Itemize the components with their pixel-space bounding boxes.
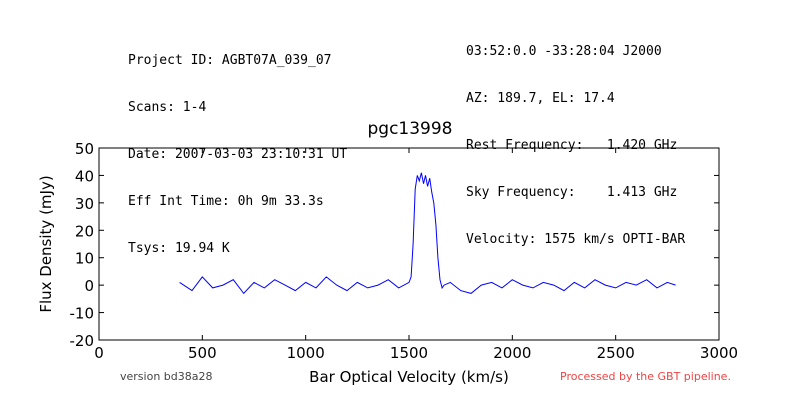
y-tick-label: 20 xyxy=(75,222,94,240)
x-tick-label: 0 xyxy=(94,344,104,362)
coordinates: 03:52:0.0 -33:28:04 J2000 xyxy=(466,44,662,59)
x-tick-label: 1000 xyxy=(287,344,325,362)
spectrum-line xyxy=(179,172,676,295)
scans: Scans: 1-4 xyxy=(128,100,207,115)
az-el: AZ: 189.7, EL: 17.4 xyxy=(466,91,615,106)
y-tick-label: 50 xyxy=(75,140,94,158)
y-tick-label: 30 xyxy=(75,195,94,213)
x-axis-label: Bar Optical Velocity (km/s) xyxy=(309,368,509,386)
observation-header-right: 03:52:0.0 -33:28:04 J2000 AZ: 189.7, EL:… xyxy=(466,13,685,263)
pipeline-credit: Processed by the GBT pipeline. xyxy=(560,370,731,383)
x-tick-label: 500 xyxy=(188,344,217,362)
plot-frame xyxy=(98,147,720,341)
eff-int-time: Eff Int Time: 0h 9m 33.3s xyxy=(128,194,324,209)
y-tick-label: 0 xyxy=(84,277,94,295)
x-tick-label: 2500 xyxy=(597,344,635,362)
y-tick-label: -10 xyxy=(70,305,95,323)
observation-header-left: Project ID: AGBT07A_039_07 Scans: 1-4 Da… xyxy=(128,22,347,272)
chart-title: pgc13998 xyxy=(367,119,452,139)
tsys: Tsys: 19.94 K xyxy=(128,241,230,256)
x-tick-label: 2000 xyxy=(493,344,531,362)
rest-frequency: Rest Frequency: 1.420 GHz xyxy=(466,138,678,153)
y-tick-label: 10 xyxy=(75,250,94,268)
velocity: Velocity: 1575 km/s OPTI-BAR xyxy=(466,232,686,247)
x-tick-label: 1500 xyxy=(390,344,428,362)
date: Date: 2007-03-03 23:10:31 UT xyxy=(128,147,348,162)
y-tick-label: -20 xyxy=(70,332,95,350)
y-axis-label: Flux Density (mJy) xyxy=(37,175,55,312)
version-label: version bd38a28 xyxy=(120,370,213,383)
sky-frequency: Sky Frequency: 1.413 GHz xyxy=(466,185,678,200)
x-axis-ticks: 0 500 1000 1500 2000 2500 3000 xyxy=(94,148,738,362)
y-tick-label: 40 xyxy=(75,167,94,185)
y-axis-ticks: -20 -10 0 10 20 30 40 50 xyxy=(70,140,719,350)
x-tick-label: 3000 xyxy=(700,344,738,362)
project-id: Project ID: AGBT07A_039_07 xyxy=(128,53,332,68)
